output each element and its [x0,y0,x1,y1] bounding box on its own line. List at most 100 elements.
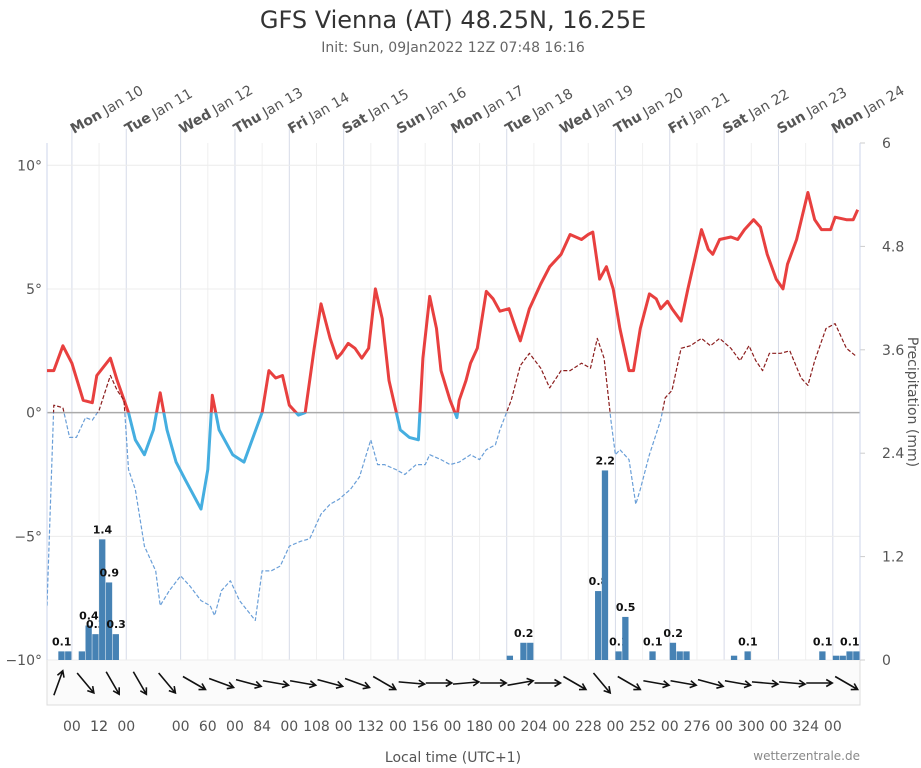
y2-tick-label: 2.4 [882,446,904,462]
data-label: 2.2 [595,454,615,467]
precip-bar [58,651,65,660]
x-tick-label: 204 [521,719,548,735]
precip-bar [846,651,853,660]
precip-bar [649,651,656,660]
x-tick-label: 00 [715,719,733,735]
y-tick-label: 5° [26,282,42,298]
precip-bar [622,616,629,660]
data-label: 0.3 [106,618,126,631]
wind-arrow [398,679,427,688]
precip-bar [85,625,92,660]
wind-arrow [425,678,454,688]
precip-bar [78,651,85,660]
wind-arrow [507,677,535,687]
wind-arrow [53,669,65,696]
precip-bar [669,642,677,660]
y-tick-label: −5° [14,529,42,545]
x-tick-label: 228 [575,719,602,735]
x-tick-label: 12 [90,719,108,735]
precip-bar [839,655,846,660]
precip-bar [730,655,738,660]
weekday: Sat [340,110,371,137]
data-label: 0.1 [840,635,860,648]
x-tick-label: 300 [738,719,765,735]
wind-arrow [208,677,236,690]
wind-arrow [670,679,698,689]
x-tick-label: 252 [629,719,656,735]
wind-arrow [105,671,121,696]
wind-arrow [724,679,753,689]
x-tick-label: 00 [661,719,679,735]
x-tick-label: 00 [335,719,353,735]
x-tick-label: 00 [389,719,407,735]
precip-bar [615,651,622,660]
precip-bar [65,651,72,660]
precip-bar [601,470,609,660]
x-tick-label: 00 [443,719,461,735]
x-tick-label: 180 [466,719,493,735]
precip-bar [92,634,99,660]
y2-axis-title: Precipitation (mm) [904,337,920,467]
wind-arrow [643,679,671,689]
wind-arrow [779,679,807,688]
precip-bar [520,642,527,660]
dewpoint-line [47,412,663,621]
weekday: Sat [720,110,751,137]
wind-arrow [262,679,291,689]
wind-arrow [344,677,371,690]
weekday: Wed [177,106,215,137]
x-tick-label: 00 [498,719,516,735]
wind-arrow [132,671,148,696]
weekday: Thu [611,109,645,138]
x-tick-label: 00 [824,719,842,735]
wind-arrow [452,678,481,687]
x-tick-label: 12 [90,719,108,735]
precip-bar [676,651,683,660]
y2-tick-label: 1.2 [882,550,904,566]
x-tick-label: 132 [357,719,384,735]
data-label: 0.1 [52,635,72,648]
x-tick-label: 324 [792,719,819,735]
weekday: Mon [829,107,866,138]
wind-arrow [480,678,508,688]
x-axis-title: Local time (UTC+1) [385,750,521,766]
precip-bar [595,591,602,660]
x-tick-label: 108 [303,719,330,735]
data-label: 0.2 [514,627,534,640]
chart-title: GFS Vienna (AT) 48.25N, 16.25E [260,6,646,34]
weekday: Mon [68,107,105,138]
x-tick-label: 00 [226,719,244,735]
wind-strip [46,659,861,706]
temperature-line [126,412,460,511]
dewpoint-line [52,323,856,413]
precip-bar [112,634,119,660]
chart-subtitle: Init: Sun, 09Jan2022 12Z 07:48 16:16 [321,40,585,56]
x-tick-label: 276 [684,719,711,735]
weekday: Thu [231,109,265,138]
data-label: 0.4 [79,610,99,623]
wind-arrow [289,679,318,689]
temperature-line [47,191,860,413]
precip-bar [744,651,751,660]
wind-arrow [158,672,177,695]
precip-bar [99,539,106,660]
precip-bar [105,582,113,660]
wind-arrow [806,678,834,688]
precip-bar [527,642,534,660]
precip-bar [819,651,826,660]
y2-tick-label: 3.6 [882,343,904,359]
x-tick-label: 00 [63,719,81,735]
weekday: Sun [394,109,428,138]
wind-arrow [834,675,860,691]
weekday: Tue [122,110,154,138]
wind-arrow [182,675,207,691]
weekday: Sun [774,109,808,138]
date: Jan 24 [860,83,907,119]
x-tick-label: 00 [552,719,570,735]
data-label: 0.1 [813,635,833,648]
wind-arrow [697,678,725,689]
data-label: 0.9 [100,566,120,579]
y-tick-label: 0° [26,406,42,422]
y2-tick-label: 0 [882,653,891,669]
